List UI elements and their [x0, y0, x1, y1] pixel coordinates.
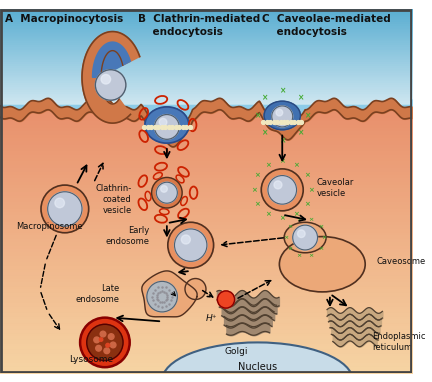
- Circle shape: [156, 182, 178, 203]
- Text: ×: ×: [294, 212, 299, 218]
- Circle shape: [99, 338, 103, 341]
- Text: ×: ×: [321, 235, 327, 240]
- Polygon shape: [82, 32, 140, 123]
- Text: ×: ×: [297, 128, 303, 138]
- Text: ×: ×: [318, 246, 323, 251]
- Text: ×: ×: [254, 111, 260, 120]
- Text: H⁺: H⁺: [206, 314, 217, 323]
- Circle shape: [298, 230, 305, 238]
- Circle shape: [48, 192, 82, 226]
- Circle shape: [41, 185, 89, 233]
- Text: ×: ×: [261, 94, 268, 102]
- Circle shape: [159, 118, 167, 126]
- Circle shape: [106, 343, 110, 347]
- Circle shape: [87, 324, 123, 361]
- Circle shape: [261, 169, 303, 211]
- Text: ×: ×: [283, 235, 289, 240]
- Circle shape: [272, 106, 293, 127]
- Circle shape: [293, 225, 318, 250]
- Ellipse shape: [162, 342, 353, 382]
- Circle shape: [95, 70, 126, 100]
- Ellipse shape: [145, 107, 189, 143]
- Polygon shape: [92, 42, 130, 77]
- Text: ×: ×: [265, 212, 271, 218]
- Circle shape: [185, 278, 206, 299]
- Text: ×: ×: [261, 128, 268, 138]
- Text: Caveosome: Caveosome: [377, 257, 426, 266]
- Polygon shape: [0, 9, 412, 136]
- Text: ×: ×: [308, 253, 314, 258]
- Circle shape: [110, 342, 116, 348]
- Text: Caveolar
vesicle: Caveolar vesicle: [317, 178, 354, 198]
- Text: Lysosome: Lysosome: [69, 355, 113, 364]
- Text: ×: ×: [265, 162, 271, 168]
- Text: ×: ×: [308, 217, 314, 222]
- Text: Clathrin-
coated
vesicle: Clathrin- coated vesicle: [95, 184, 132, 215]
- Text: ×: ×: [308, 187, 314, 193]
- Text: Late
endosome: Late endosome: [75, 284, 119, 304]
- Ellipse shape: [284, 222, 326, 253]
- Text: ×: ×: [279, 136, 286, 145]
- Text: ×: ×: [294, 162, 299, 168]
- Circle shape: [100, 331, 106, 337]
- Text: ×: ×: [297, 253, 302, 258]
- Circle shape: [168, 222, 213, 268]
- Circle shape: [274, 181, 282, 189]
- Text: Early
endosome: Early endosome: [106, 226, 150, 246]
- Text: Endoplasmic
reticulum: Endoplasmic reticulum: [372, 332, 426, 353]
- Circle shape: [108, 334, 114, 340]
- Circle shape: [55, 198, 64, 208]
- Text: C  Caveolae-mediated
    endocytosis: C Caveolae-mediated endocytosis: [262, 15, 391, 37]
- Text: ×: ×: [304, 111, 310, 120]
- Text: ×: ×: [297, 217, 302, 222]
- Text: Macropinosome: Macropinosome: [16, 222, 83, 231]
- Text: B  Clathrin-mediated
    endocytosis: B Clathrin-mediated endocytosis: [138, 15, 260, 37]
- Circle shape: [175, 229, 207, 261]
- Text: ×: ×: [287, 246, 292, 251]
- Circle shape: [94, 337, 99, 343]
- Text: ×: ×: [297, 94, 303, 102]
- Ellipse shape: [280, 236, 365, 292]
- Text: Golgi: Golgi: [224, 348, 248, 356]
- Polygon shape: [142, 271, 197, 317]
- Text: A  Macropinocytosis: A Macropinocytosis: [5, 15, 123, 24]
- Text: Nucleus: Nucleus: [238, 362, 277, 372]
- Text: ×: ×: [280, 158, 285, 164]
- Ellipse shape: [264, 101, 300, 130]
- Circle shape: [147, 282, 178, 312]
- Circle shape: [268, 176, 296, 204]
- Circle shape: [155, 115, 179, 139]
- Text: ×: ×: [254, 201, 260, 207]
- Circle shape: [181, 235, 191, 244]
- Circle shape: [96, 345, 102, 351]
- Text: ×: ×: [304, 201, 310, 207]
- Circle shape: [80, 317, 130, 367]
- Text: ×: ×: [304, 173, 310, 178]
- Circle shape: [101, 74, 111, 84]
- Text: ×: ×: [251, 187, 257, 193]
- Circle shape: [152, 178, 182, 208]
- Circle shape: [104, 348, 110, 354]
- Circle shape: [217, 291, 235, 308]
- Circle shape: [161, 186, 167, 192]
- Text: ×: ×: [254, 173, 260, 178]
- Text: ×: ×: [318, 224, 323, 229]
- Circle shape: [276, 109, 283, 116]
- Text: ×: ×: [280, 215, 285, 222]
- Text: ×: ×: [287, 224, 292, 229]
- Text: ×: ×: [279, 86, 286, 95]
